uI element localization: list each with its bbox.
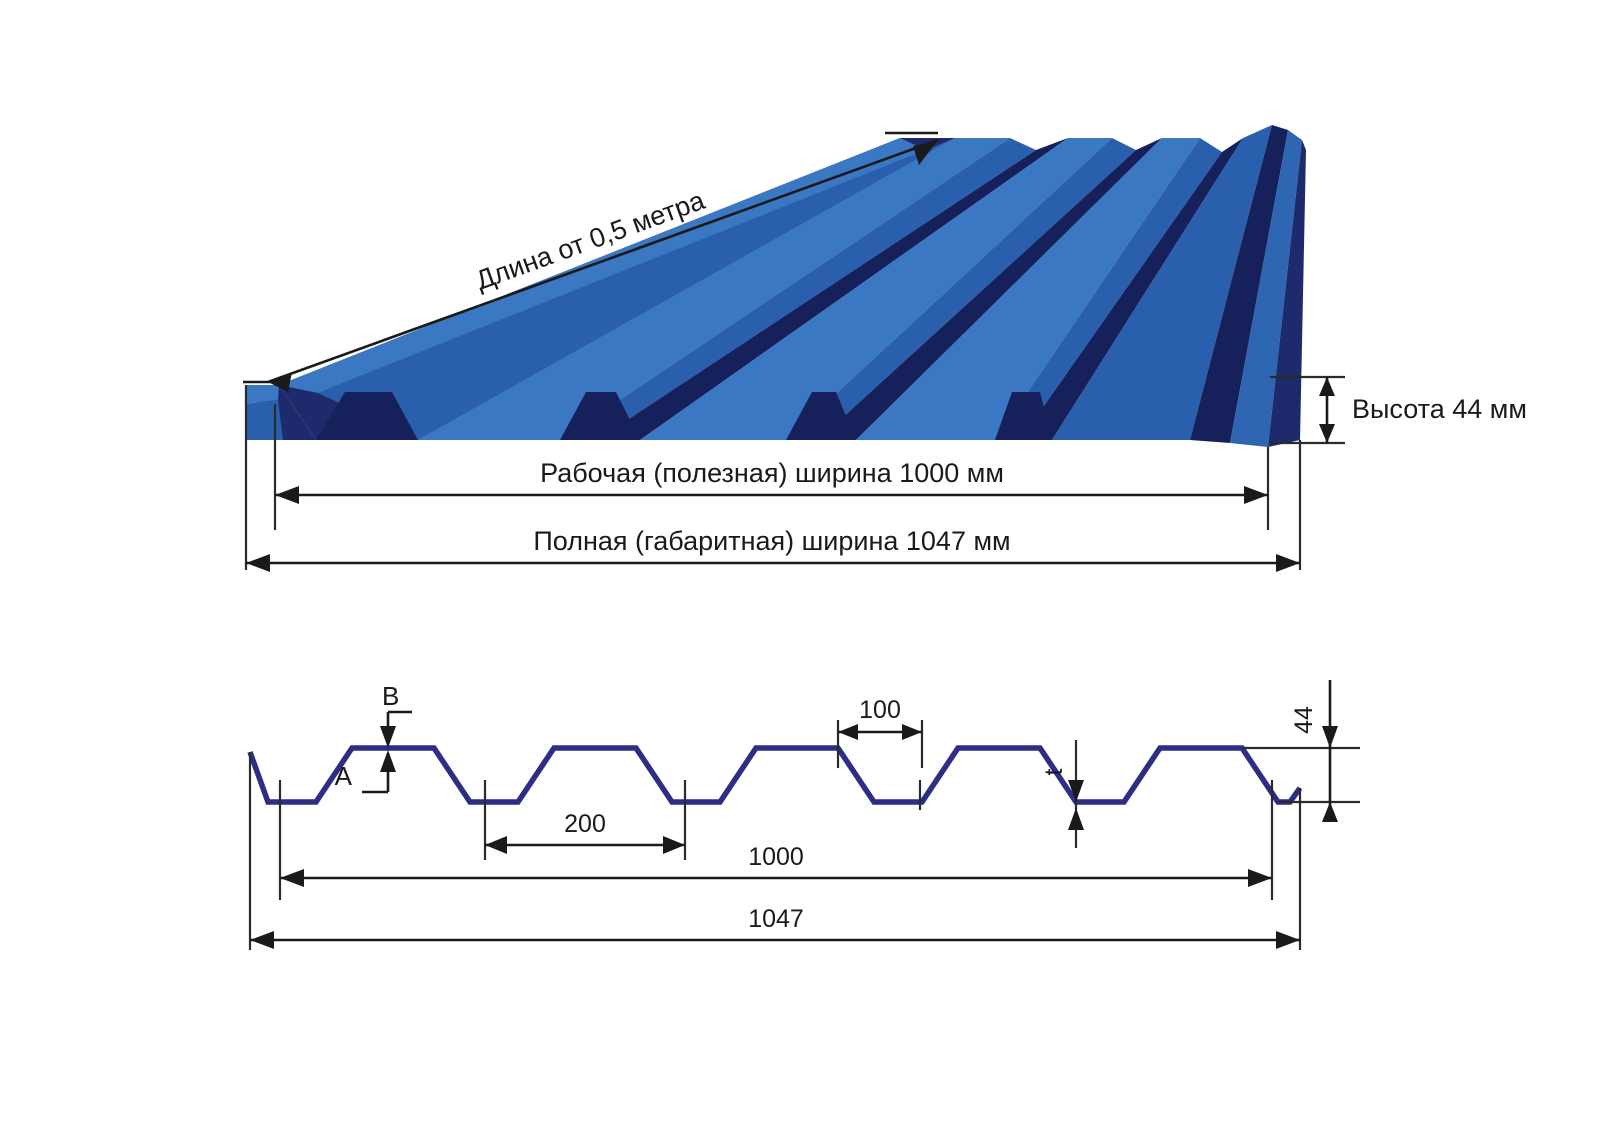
thickness-dimension: t xyxy=(1040,740,1084,848)
perspective-view: Длина от 0,5 метра Высота 44 мм Рабочая … xyxy=(243,125,1527,572)
section-height-dimension: 44 xyxy=(1242,680,1360,822)
working-width-label: Рабочая (полезная) ширина 1000 мм xyxy=(540,458,1004,488)
section-height-label: 44 xyxy=(1290,706,1318,734)
rib-face-shadow-4 xyxy=(818,138,1162,440)
arrowhead-left xyxy=(250,931,274,949)
section-extension-lines xyxy=(248,752,1302,950)
rib-face-endcap-6 xyxy=(1268,140,1306,447)
arrowhead-right xyxy=(1244,486,1268,504)
arrowhead-right xyxy=(1276,931,1300,949)
arrowhead-right xyxy=(1248,869,1272,887)
valley-front-1 xyxy=(316,392,418,440)
arrowhead-up xyxy=(1319,377,1335,396)
arrowhead-left xyxy=(838,724,858,740)
valley-front-2 xyxy=(560,392,640,440)
rib-face-mid-3 xyxy=(560,138,1036,440)
rib-face-light-4 xyxy=(640,138,1112,440)
thickness-label: t xyxy=(1040,768,1068,775)
section-working-width-label: 1000 xyxy=(748,843,804,871)
rib-face-light-5 xyxy=(856,138,1200,440)
height-label: Высота 44 мм xyxy=(1352,394,1527,424)
arrowhead-down xyxy=(1322,726,1338,748)
rib-face-mid-4 xyxy=(786,138,1136,440)
arrowhead-left xyxy=(246,554,270,572)
arrowhead-left xyxy=(485,836,507,854)
section-working-width-dimension: 1000 xyxy=(280,843,1272,887)
marker-b-label: B xyxy=(382,681,399,711)
arrowhead-up xyxy=(1322,802,1338,822)
overall-width-dimension: Полная (габаритная) ширина 1047 мм xyxy=(246,526,1300,572)
overall-width-label: Полная (габаритная) ширина 1047 мм xyxy=(533,526,1010,556)
height-dimension: Высота 44 мм xyxy=(1270,375,1527,445)
arrowhead-right xyxy=(913,140,938,165)
marker-a-label: A xyxy=(335,761,353,791)
valley-front-4 xyxy=(995,392,1052,440)
arrowhead-up xyxy=(1068,808,1084,830)
rib-face-shadow-6 xyxy=(1190,125,1288,443)
rib-face-light-3 xyxy=(418,138,1010,440)
arrowhead-right xyxy=(902,724,922,740)
rib-face-mid-6 xyxy=(1052,125,1272,440)
arrowhead-right xyxy=(663,836,685,854)
marker-b: B xyxy=(380,681,412,748)
arrowhead-down xyxy=(1068,780,1084,802)
rib-face-shadow-3 xyxy=(597,138,1068,440)
arrowhead-left xyxy=(275,486,299,504)
rib-face-edge-6 xyxy=(1230,130,1302,447)
pitch-dimension: 200 xyxy=(483,780,687,860)
arrowhead-down xyxy=(1319,424,1335,443)
marker-a: A xyxy=(335,750,396,794)
rib-face-mid-2 xyxy=(318,138,955,440)
rib-face-light-1 xyxy=(245,385,279,404)
valley-front-0 xyxy=(245,400,283,440)
arrowhead-down xyxy=(380,726,396,748)
section-overall-width-dimension: 1047 xyxy=(250,905,1300,949)
working-width-dimension: Рабочая (полезная) ширина 1000 мм xyxy=(275,458,1268,504)
rib-face-shadow-5 xyxy=(1020,138,1243,440)
arrowhead-left xyxy=(268,372,292,392)
rib-face-mid-5 xyxy=(995,138,1222,440)
arrowhead-up xyxy=(380,750,396,772)
width-extension-lines xyxy=(244,385,1302,570)
rib-top-width-label: 100 xyxy=(859,696,901,724)
rib-top-width-dimension: 100 xyxy=(836,696,924,768)
arrowhead-right xyxy=(1276,554,1300,572)
pitch-label: 200 xyxy=(564,810,606,838)
profile-outline xyxy=(247,745,1303,805)
section-overall-width-label: 1047 xyxy=(748,905,804,933)
valley-front-3 xyxy=(786,392,856,440)
cross-section-view: B A 100 t xyxy=(247,680,1360,950)
arrowhead-left xyxy=(280,869,304,887)
corrugated-sheet-3d xyxy=(245,125,1306,447)
